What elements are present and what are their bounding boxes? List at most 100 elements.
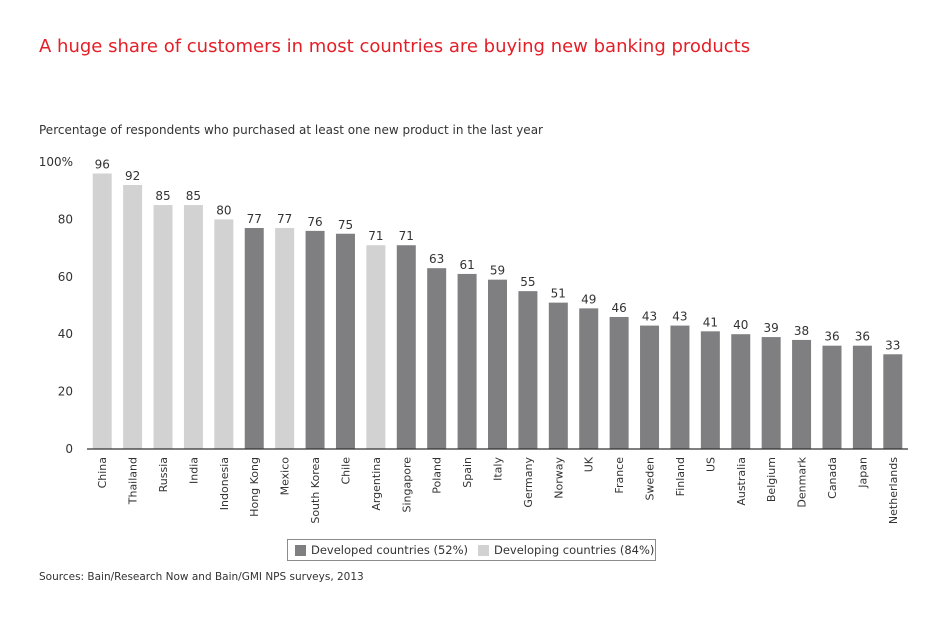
bar-canada [822,345,842,449]
y-tick-label: 100% [39,155,73,169]
x-tick-label: South Korea [309,457,322,524]
x-tick-label: Thailand [127,457,140,505]
x-tick-label: Australia [735,457,748,506]
legend-item-developed: Developed countries (52%) [295,543,468,557]
bar-netherlands [883,354,903,449]
bar-italy [488,279,507,449]
data-label: 71 [399,229,414,243]
legend: Developed countries (52%) Developing cou… [287,539,656,561]
data-label: 75 [338,218,353,232]
x-tick-label: UK [583,456,596,472]
y-tick-label: 60 [58,270,73,284]
legend-label-developed: Developed countries (52%) [311,543,468,557]
data-label: 40 [733,318,748,332]
bar-china [92,173,112,450]
bars-group: 96 92 85 85 80 77 77 76 75 71 71 63 61 59 55 51 49 46 43 43… [92,157,903,450]
data-label: 77 [247,212,262,226]
x-tick-label: Sweden [644,457,657,500]
bar-denmark [792,339,812,449]
x-tick-label: US [704,457,717,472]
x-tick-label: Indonesia [218,457,231,510]
x-tick-label: China [96,457,109,488]
x-tick-label: France [613,457,626,494]
bar-thailand [123,184,143,449]
legend-swatch-developed [295,544,306,556]
chart-title: A huge share of customers in most countr… [39,36,751,57]
data-label: 85 [186,189,201,203]
data-label: 71 [368,229,383,243]
x-tick-label: Denmark [796,456,809,507]
legend-item-developing: Developing countries (84%) [478,543,654,557]
bar-sweden [640,325,660,449]
x-tick-label: Singapore [400,457,413,513]
data-label: 96 [95,157,110,171]
x-tick-label: Mexico [279,457,292,496]
y-axis: 0 20 40 60 80 100% [39,155,73,456]
data-label: 36 [824,330,839,344]
data-label: 41 [703,315,718,329]
bar-france [609,316,629,449]
bar-argentina [366,245,386,449]
x-tick-label: Netherlands [887,457,900,524]
bar-spain [457,273,477,449]
data-label: 43 [642,310,657,324]
data-label: 63 [429,252,444,266]
bar-australia [731,334,751,449]
bar-norway [548,302,568,449]
data-label: 51 [551,287,566,301]
bar-uk [579,308,599,449]
bar-singapore [396,245,416,449]
bar-japan [852,345,872,449]
y-tick-label: 80 [58,212,73,226]
bar-finland [670,325,690,449]
x-tick-label: Finland [674,457,687,496]
x-tick-label: India [187,457,200,484]
bar-chile [335,233,355,449]
bar-mexico [275,228,295,449]
data-label: 59 [490,264,505,278]
bar-us [700,331,720,449]
y-tick-label: 0 [65,442,73,456]
data-label: 49 [581,292,596,306]
x-tick-label: Germany [522,457,535,508]
x-tick-label: Canada [826,457,839,499]
chart-subtitle: Percentage of respondents who purchased … [39,123,543,137]
legend-label-developing: Developing countries (84%) [494,543,655,557]
bar-poland [427,268,447,449]
data-label: 80 [216,203,231,217]
bar-india [183,205,203,449]
legend-swatch-developing [478,544,489,556]
bar-russia [153,205,173,449]
data-label: 38 [794,324,809,338]
x-tick-label: Spain [461,457,474,488]
bar-hong-kong [244,228,264,449]
data-label: 85 [155,189,170,203]
bar-belgium [761,337,781,449]
data-label: 33 [885,338,900,352]
x-axis: China Thailand Russia India Indonesia Hong Ko… [87,448,908,524]
y-tick-label: 40 [58,327,73,341]
data-label: 39 [764,321,779,335]
bar-south-korea [305,230,325,449]
data-label: 76 [307,215,322,229]
data-label: 43 [672,310,687,324]
x-tick-label: Russia [157,457,170,492]
bar-germany [518,291,538,449]
x-tick-label: Argentina [370,457,383,511]
x-tick-label: Chile [339,457,352,485]
data-label: 61 [459,258,474,272]
data-label: 36 [855,330,870,344]
data-label: 46 [611,301,626,315]
x-tick-label: Poland [431,457,444,494]
y-tick-label: 20 [58,385,73,399]
x-tick-label: Hong Kong [248,457,261,517]
x-tick-label: Norway [552,457,565,499]
x-tick-label: Italy [492,457,505,481]
bar-indonesia [214,219,234,449]
source-note: Sources: Bain/Research Now and Bain/GMI … [39,571,364,583]
data-label: 92 [125,169,140,183]
data-label: 55 [520,275,535,289]
x-tick-label: Belgium [765,457,778,502]
data-label: 77 [277,212,292,226]
